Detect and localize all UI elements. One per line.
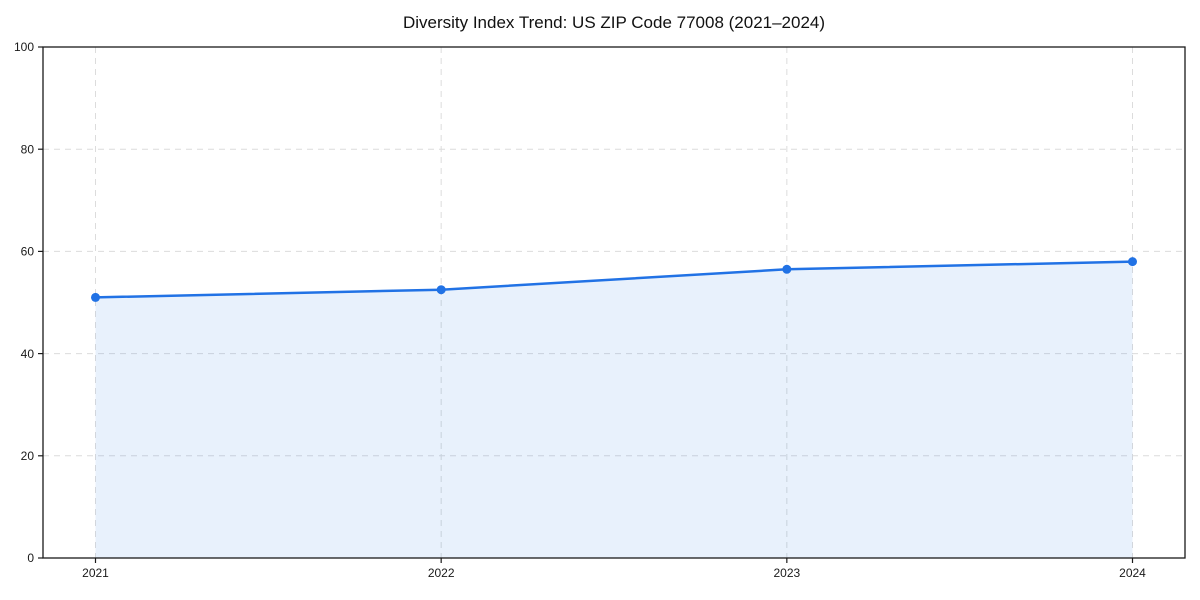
data-point-marker: [436, 285, 446, 295]
y-axis-tick-label: 0: [27, 551, 34, 565]
plot-border: [42, 46, 1186, 559]
data-point-marker: [91, 292, 100, 302]
y-axis-tick-label: 60: [21, 245, 35, 259]
y-axis-tick-label: 40: [21, 347, 35, 361]
x-axis-tick-label: 2022: [428, 566, 455, 580]
y-axis-tick-label: 80: [21, 142, 35, 156]
data-point-marker: [1128, 257, 1137, 267]
chart-title: Diversity Index Trend: US ZIP Code 77008…: [402, 13, 826, 32]
y-axis-tick-label: 20: [21, 449, 35, 463]
area-fill: [95, 261, 1133, 558]
x-axis-tick-label: 2023: [773, 566, 800, 580]
x-axis-tick-label: 2021: [82, 566, 109, 580]
data-point-marker: [782, 264, 792, 274]
x-axis-tick-label: 2024: [1119, 566, 1146, 580]
trend-line: [94, 260, 1134, 299]
y-axis-tick-label: 100: [14, 40, 34, 54]
